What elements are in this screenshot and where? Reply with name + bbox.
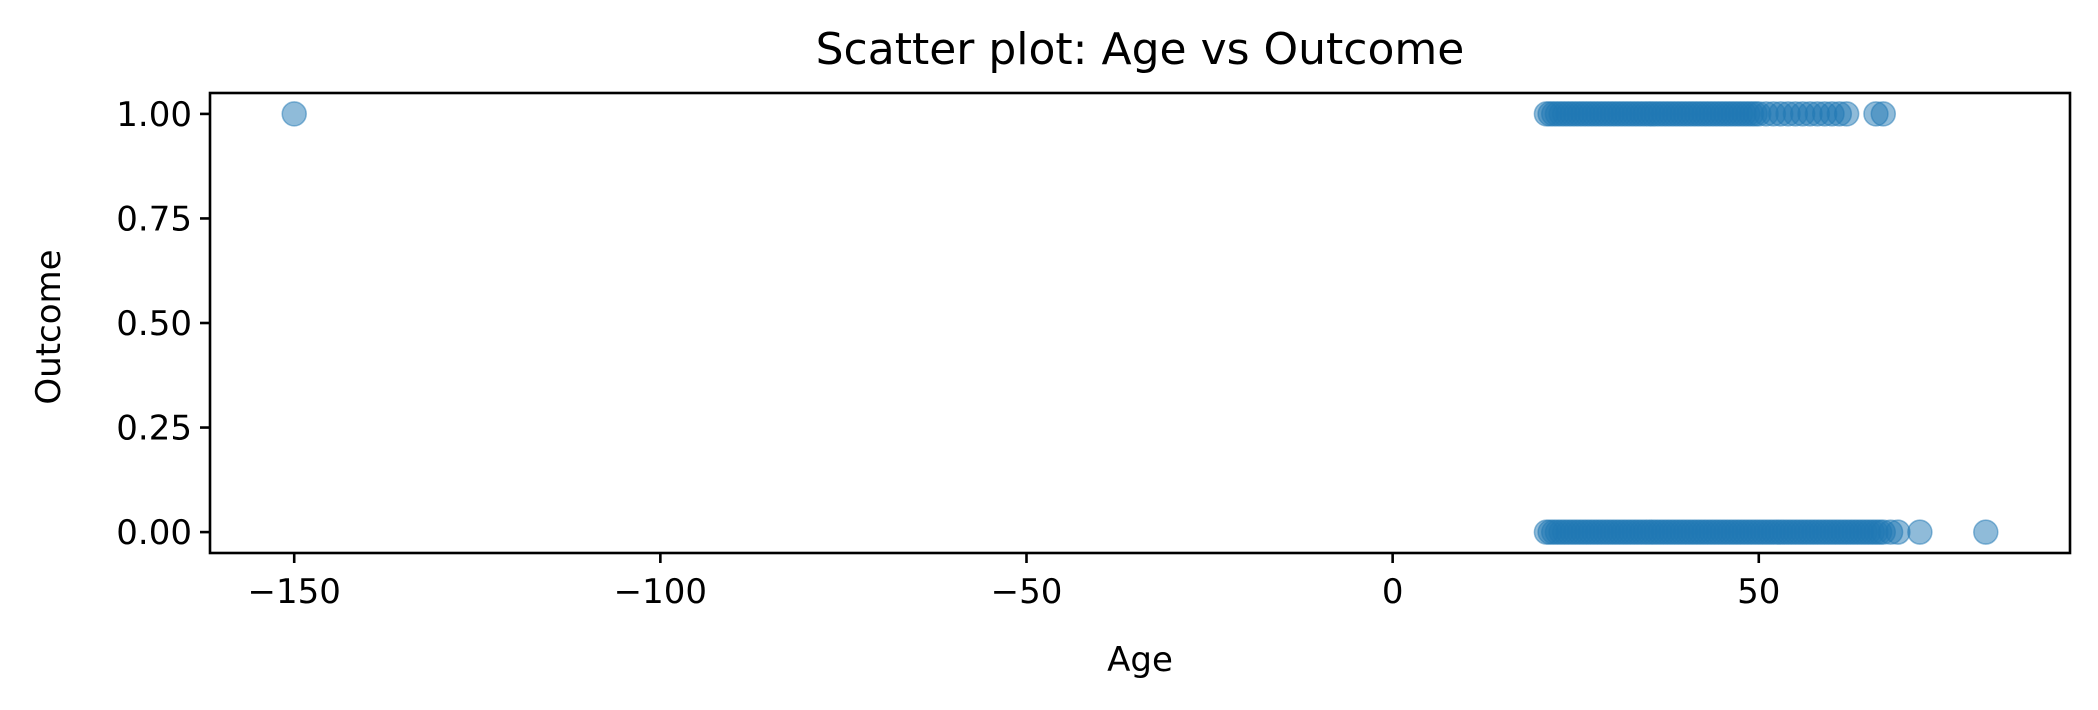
y-tick-label: 0.50 (116, 304, 192, 344)
y-tick-label: 1.00 (116, 95, 192, 135)
x-tick-label: 0 (1382, 572, 1404, 612)
x-tick-label: 50 (1737, 572, 1780, 612)
y-axis-label: Outcome (29, 249, 69, 404)
plot-frame (208, 91, 2072, 555)
y-tick-label: 0.75 (116, 199, 192, 239)
scatter-point (1870, 101, 1897, 127)
ticks-layer: −150 −100 −50 0 50 0.00 0.25 0.50 0.75 1.00 (116, 95, 1780, 612)
y-tick-label: 0.00 (116, 513, 192, 553)
chart-title: Scatter plot: Age vs Outcome (816, 24, 1465, 75)
x-tick-label: −150 (248, 572, 341, 612)
x-axis-label: Age (1107, 640, 1173, 680)
y-tick-label: 0.25 (116, 409, 192, 449)
points-layer (281, 101, 1999, 545)
scatter-point (1885, 519, 1911, 545)
x-tick-label: −50 (991, 572, 1063, 612)
scatter-point (1907, 519, 1933, 545)
scatter-point (1973, 519, 1999, 545)
scatter-point (281, 101, 307, 127)
x-tick-label: −100 (614, 572, 707, 612)
scatter-point (1833, 101, 1860, 127)
